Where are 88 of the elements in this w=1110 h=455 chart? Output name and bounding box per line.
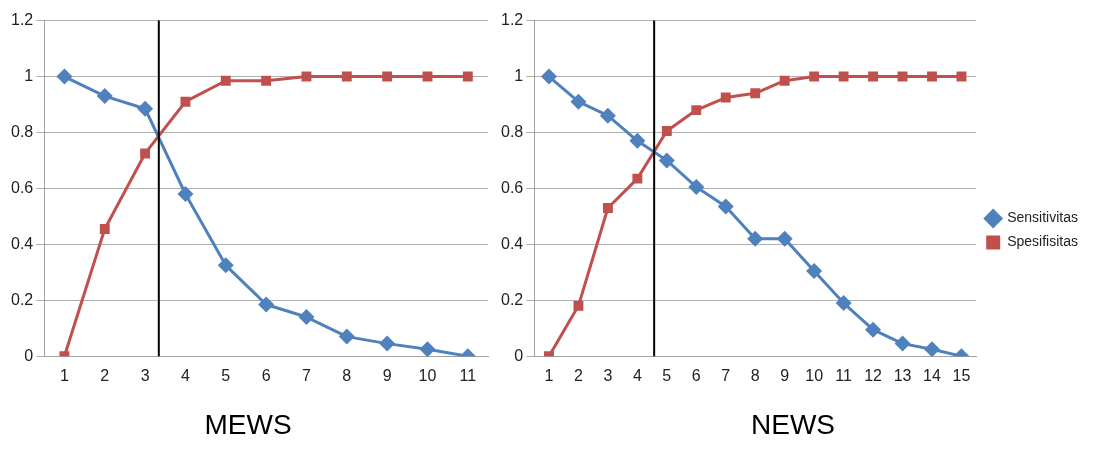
- point: [776, 230, 793, 247]
- y-tick-label: 0.2: [500, 290, 524, 308]
- x-tick-label: 7: [721, 367, 731, 385]
- x-tick-label: 1: [544, 367, 554, 385]
- y-tick-label: 1.2: [10, 11, 34, 29]
- point: [806, 262, 823, 279]
- point: [261, 75, 272, 86]
- point: [220, 75, 231, 86]
- point: [462, 71, 473, 82]
- point: [338, 328, 355, 345]
- point: [258, 296, 275, 313]
- point: [661, 126, 672, 137]
- x-tick-label: 12: [864, 367, 883, 385]
- point: [137, 100, 154, 117]
- point: [99, 224, 110, 234]
- point: [140, 148, 151, 159]
- point: [750, 88, 761, 99]
- point: [217, 257, 234, 274]
- x-tick-label: 9: [382, 367, 392, 385]
- text: NEWS: [751, 408, 835, 440]
- point: [570, 93, 587, 110]
- point: [865, 321, 882, 338]
- x-tick-label: 8: [750, 367, 760, 385]
- point: [379, 335, 396, 352]
- point: [835, 295, 852, 312]
- point: [341, 71, 352, 82]
- point: [717, 198, 734, 215]
- point: [868, 71, 879, 82]
- x-tick-label: 11: [835, 367, 853, 385]
- x-tick-label: 9: [780, 367, 790, 385]
- point: [419, 341, 436, 357]
- y-tick-label: 1.2: [500, 11, 524, 29]
- point: [779, 75, 790, 86]
- y-tick-label: 0: [514, 346, 524, 364]
- legend-label: Sensitivitas: [1007, 209, 1079, 226]
- point: [56, 68, 73, 85]
- y-tick-label: 1: [514, 66, 524, 84]
- x-tick-label: 5: [221, 367, 231, 385]
- point: [691, 105, 702, 116]
- point: [809, 71, 820, 82]
- point: [177, 185, 194, 202]
- point: [720, 92, 731, 103]
- text: MEWS: [204, 408, 292, 440]
- x-tick-label: 3: [140, 367, 150, 385]
- point: [894, 335, 911, 352]
- y-tick-label: 0: [24, 346, 34, 364]
- point: [924, 341, 940, 357]
- y-tick-label: 0.8: [10, 122, 34, 140]
- y-tick-label: 0.8: [500, 122, 524, 140]
- x-tick-label: 4: [180, 367, 190, 385]
- point: [540, 68, 557, 85]
- point: [602, 203, 613, 213]
- y-tick-label: 0.4: [500, 234, 524, 252]
- x-tick-label: 2: [100, 367, 110, 385]
- point: [573, 300, 584, 311]
- x-tick-label: 1: [59, 367, 69, 385]
- point: [632, 173, 643, 184]
- x-tick-label: 10: [805, 367, 824, 385]
- x-tick-label: 6: [261, 367, 271, 385]
- y-tick-label: 0.6: [10, 178, 34, 196]
- x-tick-label: 15: [952, 367, 971, 385]
- point: [96, 88, 113, 105]
- point: [180, 96, 191, 107]
- x-tick-label: 8: [342, 367, 352, 385]
- x-tick-label: 11: [459, 367, 477, 385]
- point: [838, 71, 849, 82]
- point: [629, 132, 646, 149]
- point: [658, 152, 675, 169]
- point: [688, 179, 705, 195]
- point: [382, 71, 393, 82]
- x-tick-label: 7: [302, 367, 312, 385]
- point: [747, 230, 764, 247]
- y-tick-label: 1: [24, 66, 34, 84]
- point: [927, 71, 937, 82]
- x-tick-label: 4: [632, 367, 642, 385]
- y-tick-label: 0.6: [500, 178, 524, 196]
- legend-label: Spesifisitas: [1007, 233, 1079, 250]
- x-tick-label: 3: [603, 367, 613, 385]
- y-tick-label: 0.2: [10, 290, 34, 308]
- y-tick-label: 0.4: [10, 234, 34, 252]
- x-tick-label: 2: [573, 367, 583, 385]
- x-tick-label: 10: [418, 367, 437, 385]
- point: [599, 107, 616, 124]
- point: [298, 309, 315, 326]
- x-tick-label: 5: [662, 367, 672, 385]
- x-tick-label: 13: [893, 367, 912, 385]
- x-tick-label: 14: [923, 367, 941, 385]
- x-tick-label: 6: [691, 367, 701, 385]
